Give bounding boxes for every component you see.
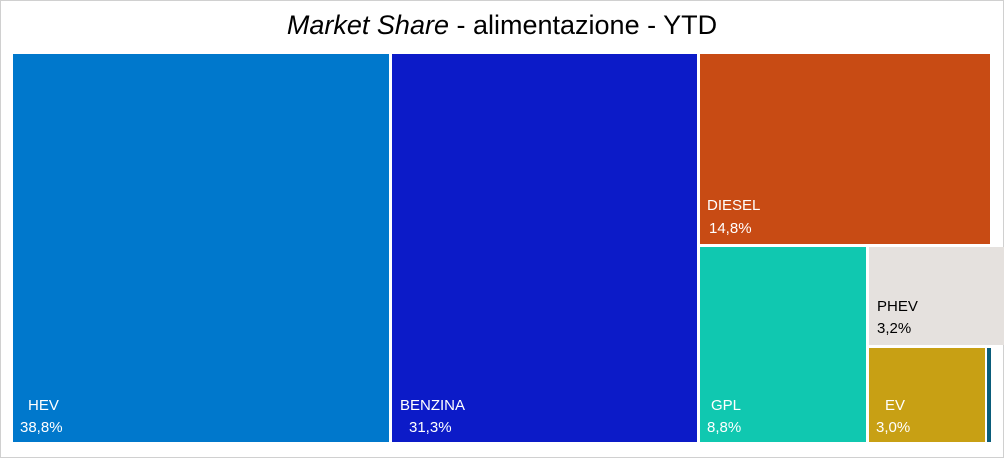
- tile-value-benzina: 31,3%: [409, 419, 452, 436]
- treemap-tile-hev: [13, 54, 389, 442]
- tile-value-hev: 38,8%: [20, 419, 63, 436]
- chart-title-rest: - alimentazione - YTD: [448, 10, 718, 40]
- tile-label-phev: PHEV: [877, 298, 918, 315]
- tile-label-hev: HEV: [28, 397, 59, 414]
- treemap-tile-gpl: [700, 247, 866, 442]
- tile-value-gpl: 8,8%: [707, 419, 741, 436]
- tile-label-gpl: GPL: [711, 397, 741, 414]
- tile-value-ev: 3,0%: [876, 419, 910, 436]
- treemap-tile-diesel: [700, 54, 990, 244]
- tile-label-benzina: BENZINA: [400, 397, 465, 414]
- treemap-tile-ev: [869, 348, 985, 442]
- treemap-tile-phev: [869, 247, 1004, 345]
- tile-value-diesel: 14,8%: [709, 220, 752, 237]
- treemap-tile-other: [987, 348, 991, 442]
- tile-label-ev: EV: [885, 397, 905, 414]
- chart-title: Market Share - alimentazione - YTD: [0, 10, 1004, 41]
- tile-label-diesel: DIESEL: [707, 197, 760, 214]
- tile-value-phev: 3,2%: [877, 320, 911, 337]
- treemap-tile-benzina: [392, 54, 697, 442]
- chart-title-main: Market Share: [286, 10, 449, 40]
